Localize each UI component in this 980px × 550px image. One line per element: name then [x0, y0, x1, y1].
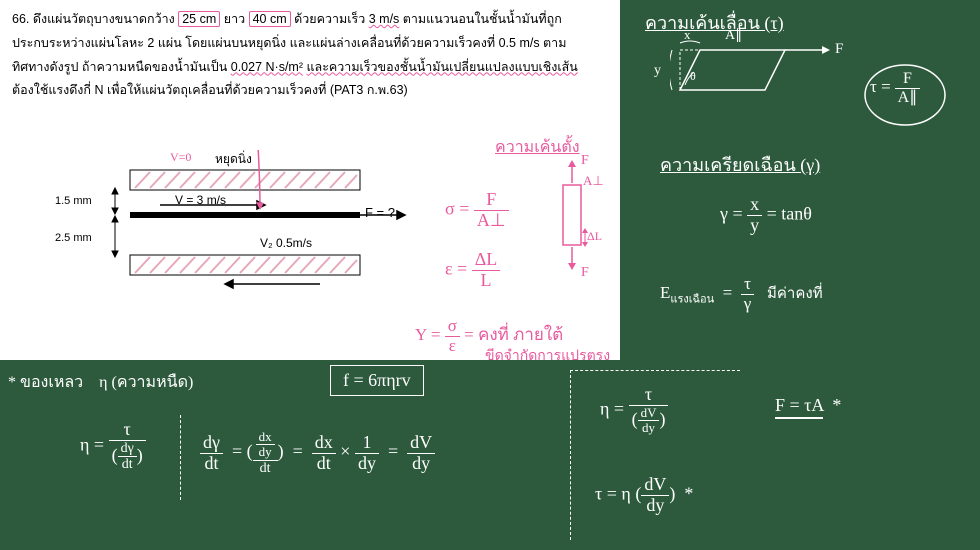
shear-strain-title: ความเครียดเฉือน (γ) [660, 150, 820, 179]
diagram-svg [60, 150, 420, 330]
sigma-eq: σ = FA⊥ [445, 190, 509, 231]
still: หยุดนิ่ง [215, 150, 252, 169]
derivation: dγdt = ( dxdy dt ) = dxdt × 1dy = dVdy [200, 430, 435, 476]
wavy-visc: 0.027 N·s/m² [231, 60, 303, 74]
shear-diagram: x A∥ F y θ [670, 35, 840, 120]
t3: ด้วยความเร็ว [294, 12, 365, 26]
t2: ยาว [224, 12, 245, 26]
problem-text: 66. ดึงแผ่นวัตถุบางขนาดกว้าง 25 cm ยาว 4… [12, 8, 608, 103]
t6: ทิศทางดังรูป ถ้าความหนืดของน้ำมันเป็น [12, 60, 227, 74]
divider [180, 415, 181, 500]
shear-stress-title: ความเค้นเลื่อน (τ) [645, 8, 784, 37]
box-length: 40 cm [249, 11, 291, 27]
vmid: V = 3 m/s [175, 193, 226, 207]
gamma-eq: γ = xy = tanθ [720, 195, 812, 236]
stokes-box: f = 6πηrv [330, 365, 424, 396]
t1: ดึงแผ่นวัตถุบางขนาดกว้าง [33, 12, 175, 26]
problem-panel: 66. ดึงแผ่นวัตถุบางขนาดกว้าง 25 cm ยาว 4… [0, 0, 620, 360]
eta-def: η = τ (dγdt) [80, 420, 146, 473]
t4: ตามแนวนอนในชั้นน้ำมันที่ถูก [403, 12, 562, 26]
t5: ประกบระหว่างแผ่นโลหะ 2 แผ่น โดยแผ่นบนหยุ… [12, 36, 566, 50]
eta-final: η = τ (dVdy) [600, 385, 668, 435]
t7: และความเร็วของชั้นน้ำมันเปลี่ยนแปลงแบบเช… [306, 60, 577, 74]
t8: ต้องใช้แรงดึงกี่ N เพื่อให้แผ่นวัตถุเคลื… [12, 83, 408, 97]
problem-number: 66. [12, 12, 29, 26]
force: F = ? [365, 205, 395, 220]
force-eq: F = τA * [775, 395, 841, 416]
tau-formula: τ = FA∥ [870, 70, 920, 106]
v0: V=0 [170, 150, 191, 165]
wavy-speed: 3 m/s [369, 12, 400, 26]
box-width: 25 cm [178, 11, 220, 27]
shear-modulus: Eแรงเฉือน = τγ มีค่าคงที่ [660, 275, 823, 313]
gap-bot: 2.5 mm [55, 232, 92, 244]
gap-top: 1.5 mm [55, 195, 92, 207]
pink-force-diagram: F A⊥ ΔL F [545, 155, 605, 300]
fluid-diagram: 1.5 mm 2.5 mm V=0 หยุดนิ่ง V = 3 m/s F =… [60, 150, 420, 330]
epsilon-eq: ε = ΔLL [445, 250, 500, 291]
tau-final: τ = η (dVdy) * [595, 475, 693, 516]
fluid-label: * ของเหลว η (ความหนืด) [8, 370, 193, 395]
vbot: V₂ 0.5m/s [260, 236, 312, 250]
young-note2: ขีดจำกัดการแปรตรง [485, 345, 610, 367]
